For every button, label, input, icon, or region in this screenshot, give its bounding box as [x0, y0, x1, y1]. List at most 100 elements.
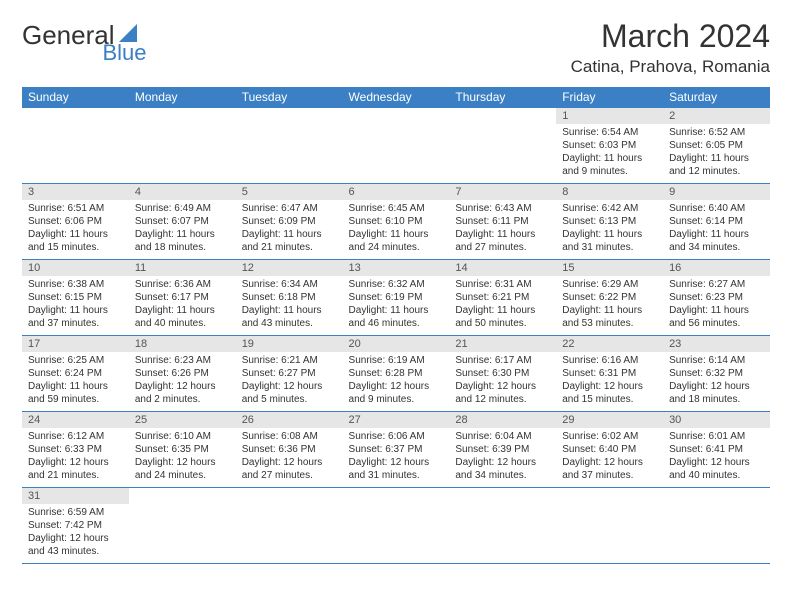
calendar-day-cell: 22Sunrise: 6:16 AMSunset: 6:31 PMDayligh…	[556, 336, 663, 412]
day-detail-line: and 37 minutes.	[28, 317, 123, 330]
day-header: Wednesday	[343, 87, 450, 108]
day-detail-line: Sunset: 6:05 PM	[669, 139, 764, 152]
day-number: 8	[556, 184, 663, 200]
day-detail-line: Sunrise: 6:34 AM	[242, 278, 337, 291]
title-block: March 2024 Catina, Prahova, Romania	[571, 18, 770, 81]
day-detail-line: and 31 minutes.	[349, 469, 444, 482]
day-detail-line: Daylight: 12 hours	[28, 456, 123, 469]
day-detail-line: and 34 minutes.	[669, 241, 764, 254]
day-detail-line: Sunrise: 6:54 AM	[562, 126, 657, 139]
day-detail-line: and 15 minutes.	[28, 241, 123, 254]
day-number: 29	[556, 412, 663, 428]
day-details: Sunrise: 6:32 AMSunset: 6:19 PMDaylight:…	[343, 276, 450, 334]
day-details: Sunrise: 6:45 AMSunset: 6:10 PMDaylight:…	[343, 200, 450, 258]
day-detail-line: Sunset: 6:37 PM	[349, 443, 444, 456]
day-detail-line: Sunset: 6:06 PM	[28, 215, 123, 228]
calendar-week-row: 17Sunrise: 6:25 AMSunset: 6:24 PMDayligh…	[22, 336, 770, 412]
day-number: 2	[663, 108, 770, 124]
day-number: 16	[663, 260, 770, 276]
logo: General Blue	[22, 22, 147, 49]
day-detail-line: Sunset: 6:18 PM	[242, 291, 337, 304]
calendar-week-row: 24Sunrise: 6:12 AMSunset: 6:33 PMDayligh…	[22, 412, 770, 488]
calendar-week-row: 10Sunrise: 6:38 AMSunset: 6:15 PMDayligh…	[22, 260, 770, 336]
day-detail-line: Sunset: 6:11 PM	[455, 215, 550, 228]
calendar-table: SundayMondayTuesdayWednesdayThursdayFrid…	[22, 87, 770, 564]
day-detail-line: Daylight: 12 hours	[562, 456, 657, 469]
calendar-page: General Blue March 2024 Catina, Prahova,…	[0, 0, 792, 564]
day-details: Sunrise: 6:14 AMSunset: 6:32 PMDaylight:…	[663, 352, 770, 410]
day-detail-line: Daylight: 12 hours	[242, 456, 337, 469]
day-details: Sunrise: 6:27 AMSunset: 6:23 PMDaylight:…	[663, 276, 770, 334]
day-detail-line: Daylight: 12 hours	[455, 456, 550, 469]
day-detail-line: Sunset: 6:09 PM	[242, 215, 337, 228]
calendar-week-row: 3Sunrise: 6:51 AMSunset: 6:06 PMDaylight…	[22, 184, 770, 260]
day-details: Sunrise: 6:47 AMSunset: 6:09 PMDaylight:…	[236, 200, 343, 258]
day-detail-line: Sunset: 6:36 PM	[242, 443, 337, 456]
location-subtitle: Catina, Prahova, Romania	[571, 57, 770, 77]
day-details: Sunrise: 6:12 AMSunset: 6:33 PMDaylight:…	[22, 428, 129, 486]
day-header: Tuesday	[236, 87, 343, 108]
day-number: 20	[343, 336, 450, 352]
day-detail-line: and 43 minutes.	[28, 545, 123, 558]
day-number: 1	[556, 108, 663, 124]
day-number: 24	[22, 412, 129, 428]
day-detail-line: Sunrise: 6:12 AM	[28, 430, 123, 443]
day-detail-line: Daylight: 11 hours	[349, 228, 444, 241]
day-number: 5	[236, 184, 343, 200]
day-detail-line: Sunset: 6:39 PM	[455, 443, 550, 456]
calendar-day-cell: 31Sunrise: 6:59 AMSunset: 7:42 PMDayligh…	[22, 488, 129, 564]
day-detail-line: Daylight: 12 hours	[669, 456, 764, 469]
day-detail-line: Sunset: 6:30 PM	[455, 367, 550, 380]
day-detail-line: Sunrise: 6:59 AM	[28, 506, 123, 519]
day-detail-line: Sunrise: 6:27 AM	[669, 278, 764, 291]
day-detail-line: and 5 minutes.	[242, 393, 337, 406]
calendar-day-cell	[449, 108, 556, 184]
day-header: Saturday	[663, 87, 770, 108]
calendar-day-cell: 15Sunrise: 6:29 AMSunset: 6:22 PMDayligh…	[556, 260, 663, 336]
day-detail-line: Daylight: 12 hours	[349, 380, 444, 393]
day-details: Sunrise: 6:02 AMSunset: 6:40 PMDaylight:…	[556, 428, 663, 486]
day-detail-line: and 59 minutes.	[28, 393, 123, 406]
day-detail-line: and 46 minutes.	[349, 317, 444, 330]
day-header: Monday	[129, 87, 236, 108]
calendar-day-cell: 9Sunrise: 6:40 AMSunset: 6:14 PMDaylight…	[663, 184, 770, 260]
day-detail-line: and 18 minutes.	[135, 241, 230, 254]
day-detail-line: Daylight: 11 hours	[242, 304, 337, 317]
day-detail-line: Sunset: 6:28 PM	[349, 367, 444, 380]
day-detail-line: Daylight: 11 hours	[135, 304, 230, 317]
day-detail-line: Daylight: 12 hours	[28, 532, 123, 545]
calendar-day-cell: 5Sunrise: 6:47 AMSunset: 6:09 PMDaylight…	[236, 184, 343, 260]
day-detail-line: and 9 minutes.	[562, 165, 657, 178]
day-details: Sunrise: 6:19 AMSunset: 6:28 PMDaylight:…	[343, 352, 450, 410]
day-detail-line: and 50 minutes.	[455, 317, 550, 330]
day-number: 31	[22, 488, 129, 504]
calendar-day-cell: 27Sunrise: 6:06 AMSunset: 6:37 PMDayligh…	[343, 412, 450, 488]
month-title: March 2024	[571, 18, 770, 55]
calendar-body: 1Sunrise: 6:54 AMSunset: 6:03 PMDaylight…	[22, 108, 770, 564]
day-detail-line: Sunrise: 6:23 AM	[135, 354, 230, 367]
day-details: Sunrise: 6:31 AMSunset: 6:21 PMDaylight:…	[449, 276, 556, 334]
day-number: 22	[556, 336, 663, 352]
day-detail-line: Sunset: 6:35 PM	[135, 443, 230, 456]
day-detail-line: Sunrise: 6:45 AM	[349, 202, 444, 215]
day-detail-line: Daylight: 11 hours	[455, 228, 550, 241]
day-number: 13	[343, 260, 450, 276]
day-details: Sunrise: 6:01 AMSunset: 6:41 PMDaylight:…	[663, 428, 770, 486]
day-detail-line: Sunrise: 6:14 AM	[669, 354, 764, 367]
calendar-day-cell	[129, 488, 236, 564]
day-detail-line: Sunrise: 6:40 AM	[669, 202, 764, 215]
day-detail-line: Daylight: 12 hours	[455, 380, 550, 393]
day-details: Sunrise: 6:16 AMSunset: 6:31 PMDaylight:…	[556, 352, 663, 410]
calendar-day-cell: 6Sunrise: 6:45 AMSunset: 6:10 PMDaylight…	[343, 184, 450, 260]
day-detail-line: Sunset: 6:13 PM	[562, 215, 657, 228]
day-detail-line: Sunrise: 6:32 AM	[349, 278, 444, 291]
day-detail-line: and 24 minutes.	[349, 241, 444, 254]
calendar-day-cell: 4Sunrise: 6:49 AMSunset: 6:07 PMDaylight…	[129, 184, 236, 260]
day-detail-line: Sunrise: 6:01 AM	[669, 430, 764, 443]
calendar-day-cell: 26Sunrise: 6:08 AMSunset: 6:36 PMDayligh…	[236, 412, 343, 488]
day-detail-line: Daylight: 12 hours	[135, 456, 230, 469]
day-details: Sunrise: 6:36 AMSunset: 6:17 PMDaylight:…	[129, 276, 236, 334]
day-detail-line: and 40 minutes.	[669, 469, 764, 482]
day-detail-line: Daylight: 12 hours	[135, 380, 230, 393]
day-detail-line: Daylight: 12 hours	[242, 380, 337, 393]
